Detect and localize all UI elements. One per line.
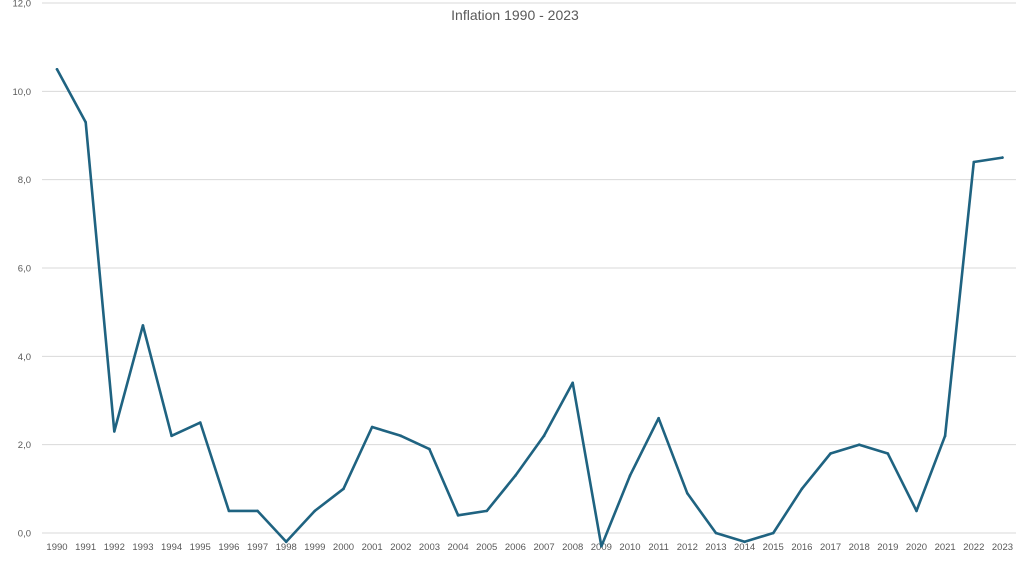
y-tick-label: 12,0 bbox=[13, 0, 32, 10]
data-point bbox=[857, 443, 861, 446]
y-tick-label: 8,0 bbox=[18, 175, 31, 186]
x-tick-label: 2004 bbox=[448, 542, 469, 553]
x-tick-label: 2005 bbox=[476, 542, 497, 553]
y-axis-ticks: 0,0 2,0 4,0 6,0 8,0 10,0 12,0 bbox=[13, 0, 32, 540]
data-point bbox=[829, 452, 832, 455]
y-tick-label: 10,0 bbox=[13, 87, 32, 98]
x-tick-label: 1992 bbox=[104, 542, 125, 553]
chart-title: Inflation 1990 - 2023 bbox=[451, 7, 579, 23]
x-tick-label: 2008 bbox=[562, 542, 583, 553]
data-point bbox=[113, 430, 116, 433]
x-tick-label: 2017 bbox=[820, 542, 841, 553]
data-point bbox=[84, 120, 87, 124]
x-tick-label: 1993 bbox=[132, 542, 153, 553]
x-tick-label: 2022 bbox=[963, 542, 984, 553]
x-tick-label: 1995 bbox=[190, 542, 211, 553]
x-tick-label: 2011 bbox=[648, 542, 668, 553]
x-tick-label: 2006 bbox=[505, 542, 526, 553]
data-point bbox=[456, 514, 460, 517]
x-tick-label: 1997 bbox=[247, 542, 268, 553]
x-tick-label: 2013 bbox=[705, 542, 726, 553]
x-tick-label: 2010 bbox=[619, 542, 640, 553]
x-tick-label: 2014 bbox=[734, 542, 755, 553]
x-tick-label: 2021 bbox=[935, 542, 956, 553]
data-point bbox=[628, 474, 632, 477]
y-tick-label: 2,0 bbox=[18, 440, 31, 451]
data-point bbox=[943, 434, 947, 438]
data-point bbox=[198, 421, 202, 424]
x-tick-label: 2018 bbox=[849, 542, 870, 553]
data-point bbox=[571, 381, 574, 385]
x-tick-label: 2020 bbox=[906, 542, 927, 553]
data-point bbox=[227, 509, 231, 513]
x-tick-label: 1990 bbox=[46, 542, 67, 553]
data-point bbox=[313, 509, 317, 513]
data-point bbox=[55, 67, 59, 71]
x-axis-ticks: 1990 1991 1992 1993 1994 1995 1996 1997 1998 1999… bbox=[46, 542, 1013, 553]
data-point bbox=[743, 540, 746, 544]
x-tick-label: 2023 bbox=[992, 542, 1013, 553]
y-tick-label: 6,0 bbox=[18, 264, 31, 275]
data-point bbox=[886, 452, 890, 455]
x-tick-label: 1999 bbox=[304, 542, 325, 553]
data-point bbox=[600, 544, 603, 548]
data-point bbox=[1001, 156, 1004, 159]
x-tick-label: 1998 bbox=[276, 542, 297, 553]
data-point bbox=[284, 540, 288, 544]
series-layer bbox=[55, 67, 1004, 548]
x-tick-label: 2002 bbox=[390, 542, 411, 553]
data-point bbox=[141, 324, 145, 327]
data-point bbox=[485, 509, 489, 513]
x-tick-label: 1991 bbox=[75, 542, 96, 553]
data-point bbox=[428, 447, 431, 451]
gridlines bbox=[42, 2, 1016, 534]
data-point bbox=[686, 491, 689, 495]
data-point bbox=[771, 531, 775, 535]
x-tick-label: 2001 bbox=[362, 542, 383, 553]
data-point bbox=[972, 160, 976, 164]
x-tick-label: 1994 bbox=[161, 542, 182, 553]
y-tick-label: 0,0 bbox=[18, 529, 31, 540]
data-point bbox=[714, 531, 718, 535]
x-tick-label: 2015 bbox=[763, 542, 784, 553]
data-point bbox=[256, 509, 259, 513]
x-tick-label: 2007 bbox=[533, 542, 554, 553]
x-tick-label: 2019 bbox=[877, 542, 898, 553]
series-line bbox=[55, 68, 1004, 548]
data-point bbox=[915, 509, 918, 513]
data-point bbox=[342, 487, 345, 491]
data-point bbox=[370, 425, 374, 429]
data-point bbox=[542, 434, 546, 438]
data-point bbox=[800, 487, 804, 491]
x-tick-label: 2000 bbox=[333, 542, 354, 553]
data-point bbox=[657, 416, 660, 420]
x-tick-label: 2003 bbox=[419, 542, 440, 553]
x-tick-label: 2016 bbox=[791, 542, 812, 553]
x-tick-label: 1996 bbox=[218, 542, 239, 553]
data-point bbox=[514, 474, 517, 477]
data-point bbox=[399, 434, 403, 438]
data-point bbox=[170, 434, 173, 438]
y-tick-label: 4,0 bbox=[18, 352, 31, 363]
x-tick-label: 2012 bbox=[677, 542, 698, 553]
